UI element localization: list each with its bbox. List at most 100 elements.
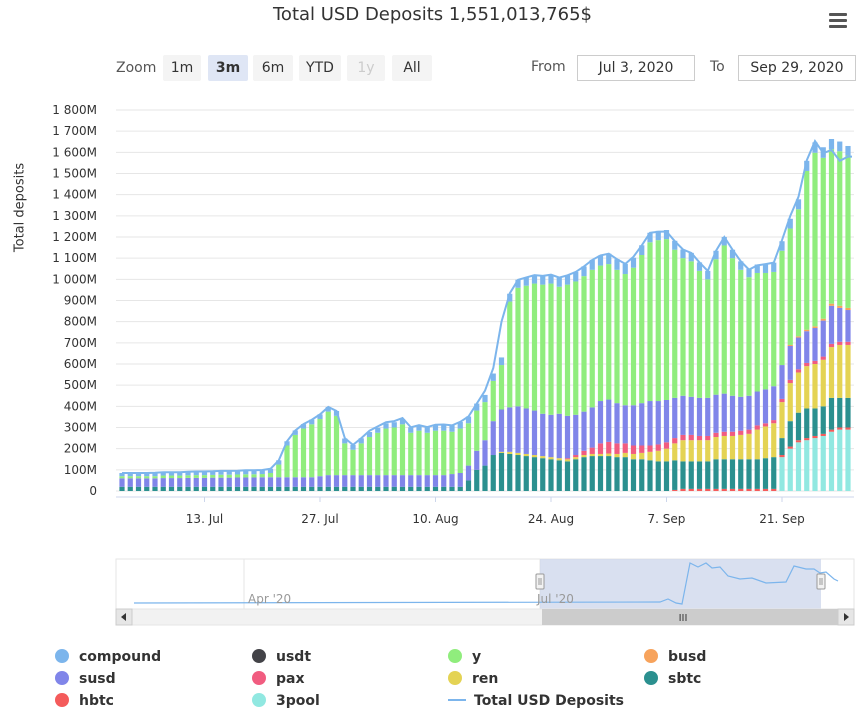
bar-sbtc	[738, 459, 744, 489]
bar-compound	[713, 250, 719, 260]
bar-sbtc	[828, 397, 835, 430]
bar-susd	[309, 477, 315, 487]
bar-sbtc	[490, 455, 496, 491]
bar-pax	[630, 445, 637, 454]
bar-susd	[333, 475, 340, 487]
bar-ren	[564, 459, 571, 462]
bar-compound	[622, 263, 628, 275]
legend-item-ren[interactable]: ren	[448, 669, 498, 689]
bar-hbtc	[729, 488, 736, 491]
bar-ren	[828, 347, 835, 398]
bar-compound	[441, 424, 447, 431]
bar-compound	[779, 241, 785, 251]
bar-pax	[738, 430, 744, 435]
bar-susd	[135, 478, 142, 487]
bar-susd	[647, 401, 653, 446]
bar-sbtc	[432, 486, 439, 491]
bar-susd	[342, 475, 348, 487]
legend-item-busd[interactable]: busd	[644, 647, 706, 667]
bar-y	[243, 474, 249, 478]
bar-susd	[218, 477, 224, 487]
bar-y	[300, 428, 307, 478]
bar-sbtc	[259, 486, 265, 491]
legend: compound usdt y busd susd pax ren sbtc h…	[0, 645, 865, 715]
zoom-button-ytd[interactable]: YTD	[299, 55, 341, 81]
bar-susd	[746, 395, 752, 430]
bar-ren	[738, 434, 744, 460]
bar-compound	[680, 249, 686, 259]
zoom-button-6m[interactable]: 6m	[253, 55, 293, 81]
legend-item-hbtc[interactable]: hbtc	[55, 691, 114, 711]
bar-sbtc	[234, 486, 241, 491]
legend-label: pax	[276, 671, 305, 687]
from-label: From	[531, 59, 566, 75]
bar-compound	[630, 257, 637, 268]
bar-y	[729, 258, 736, 396]
legend-item-pax[interactable]: pax	[252, 669, 305, 689]
legend-label: y	[472, 649, 482, 665]
bar-susd	[144, 478, 150, 487]
y-tick-label: 100M	[64, 463, 97, 477]
x-tick-label: 7. Sep	[648, 512, 686, 526]
legend-item-y[interactable]: y	[448, 647, 481, 667]
scrollbar-thumb[interactable]	[542, 609, 838, 625]
zoom-button-3m[interactable]: 3m	[208, 55, 248, 81]
bar-ren	[597, 453, 604, 457]
x-tick-label: 24. Aug	[528, 512, 574, 526]
zoom-button-all[interactable]: All	[392, 55, 432, 81]
bar-sbtc	[267, 486, 274, 491]
to-date-input[interactable]: Sep 29, 2020	[738, 55, 856, 81]
bar-susd	[168, 478, 175, 487]
bar-y	[490, 380, 496, 422]
legend-label: busd	[668, 649, 707, 665]
bar-y	[152, 476, 158, 479]
bar-sbtc	[564, 461, 571, 491]
bar-y	[432, 430, 439, 476]
bar-y	[606, 264, 612, 400]
bar-ren	[729, 435, 736, 460]
bar-y	[292, 434, 298, 478]
bar-pax	[647, 445, 653, 452]
bar-sbtc	[523, 456, 529, 491]
zoom-button-1m[interactable]: 1m	[163, 55, 201, 81]
bar-ren	[705, 440, 711, 462]
bar-pax	[639, 445, 645, 453]
x-tick-label: 10. Aug	[412, 512, 458, 526]
legend-item-susd[interactable]: susd	[55, 669, 116, 689]
legend-item-compound[interactable]: compound	[55, 647, 161, 667]
navigator-left-handle[interactable]	[535, 573, 545, 590]
bar-compound	[358, 438, 364, 444]
navigator-right-handle[interactable]	[816, 573, 826, 590]
bar-y	[837, 151, 843, 306]
legend-item-usdt[interactable]: usdt	[252, 647, 311, 667]
bar-susd	[375, 475, 381, 487]
bar-sbtc	[573, 459, 579, 491]
bar-susd	[383, 475, 389, 487]
bar-y	[342, 443, 348, 476]
bar-ren	[713, 437, 719, 460]
bar-sbtc	[795, 412, 802, 441]
bar-y	[251, 474, 257, 478]
bar-pax	[589, 447, 595, 454]
bar-susd	[185, 477, 191, 487]
bar-sbtc	[358, 486, 364, 491]
legend-item-3pool[interactable]: 3pool	[252, 691, 320, 711]
bar-busd	[820, 318, 826, 321]
bar-sbtc	[713, 459, 719, 489]
bar-sbtc	[639, 459, 645, 491]
bar-susd	[127, 478, 133, 487]
x-tick-label: 21. Sep	[759, 512, 805, 526]
legend-item-sbtc[interactable]: sbtc	[644, 669, 701, 689]
bar-ren	[787, 383, 793, 422]
from-date-input[interactable]: Jul 3, 2020	[577, 55, 695, 81]
bar-y	[696, 270, 703, 398]
bar-y	[449, 431, 455, 475]
legend-item-total-usd-deposits[interactable]: Total USD Deposits	[448, 691, 624, 711]
bar-y	[688, 261, 694, 397]
chart-menu-icon[interactable]	[826, 10, 850, 32]
navigator-selected-range[interactable]	[540, 559, 821, 609]
bar-compound	[655, 230, 661, 241]
bar-sbtc	[655, 461, 661, 491]
legend-label: 3pool	[276, 693, 320, 709]
bar-compound	[375, 427, 381, 433]
